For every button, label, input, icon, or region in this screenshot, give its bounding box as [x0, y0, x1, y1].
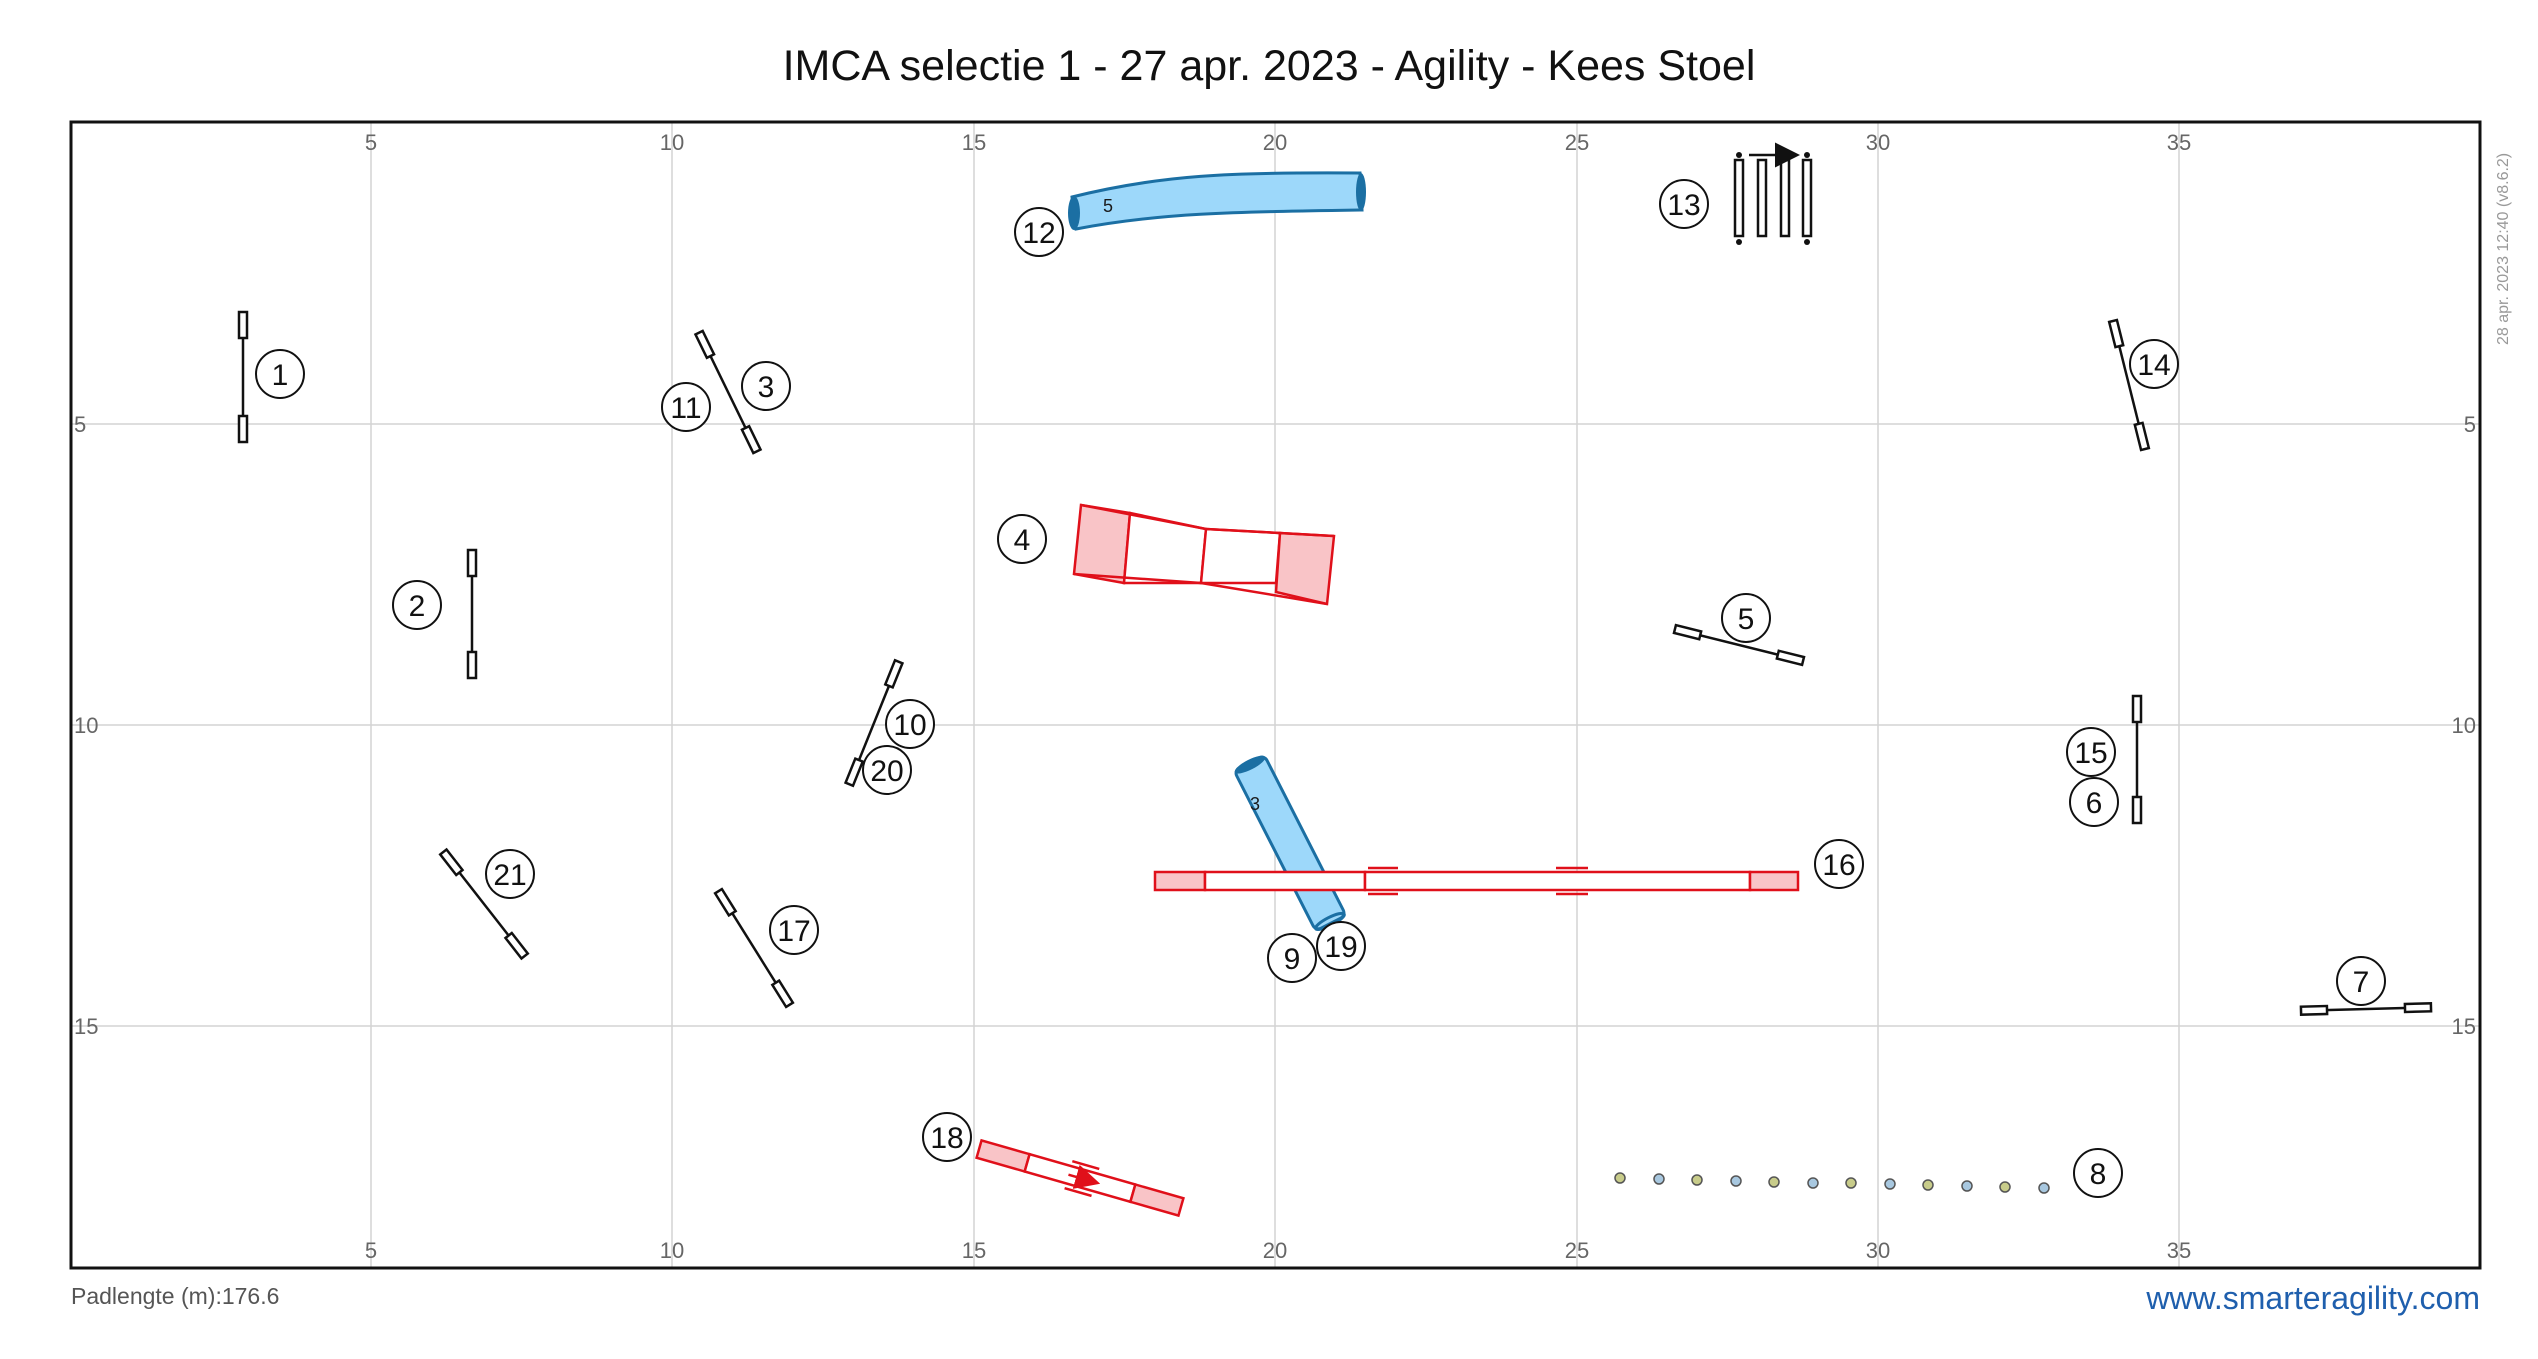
number-16: 16 [1814, 839, 1864, 889]
y-tick-left: 15 [74, 1014, 98, 1039]
jump-1 [237, 310, 249, 444]
y-tick-right: 5 [2464, 412, 2476, 437]
jump-5 [1672, 623, 1806, 667]
svg-text:10: 10 [893, 709, 926, 742]
x-tick-top: 20 [1263, 130, 1287, 155]
svg-text:5: 5 [1738, 603, 1755, 636]
jump-15-6 [2131, 694, 2143, 825]
number-10: 10 [885, 699, 935, 749]
svg-text:16: 16 [1822, 849, 1855, 882]
svg-text:2: 2 [409, 590, 426, 623]
number-11: 11 [661, 382, 711, 432]
number-6: 6 [2069, 777, 2119, 827]
y-tick-left: 10 [74, 713, 98, 738]
svg-text:9: 9 [1284, 943, 1301, 976]
number-1: 1 [255, 349, 305, 399]
x-tick-bottom: 15 [962, 1238, 986, 1263]
jump-21 [438, 847, 530, 961]
svg-text:7: 7 [2353, 966, 2370, 999]
tunnel-curved-length: 5 [1103, 196, 1113, 216]
number-circles: 1 2 3 4 5 6 7 8 9 10 11 12 13 14 15 16 1… [255, 179, 2386, 1198]
tunnel-straight-length: 3 [1250, 794, 1260, 814]
x-tick-top: 5 [365, 130, 377, 155]
y-tick-labels-right: 5 10 15 [2452, 412, 2476, 1039]
y-tick-labels-left: 5 10 15 [74, 412, 98, 1039]
number-12: 12 [1014, 207, 1064, 257]
course-title: IMCA selectie 1 - 27 apr. 2023 - Agility… [783, 42, 1756, 90]
y-tick-left: 5 [74, 412, 86, 437]
ring-frame [69, 120, 2482, 1270]
x-tick-bottom: 10 [660, 1238, 684, 1263]
website-link[interactable]: www.smarteragility.com [2145, 1280, 2480, 1316]
number-4: 4 [997, 514, 1047, 564]
jump-7 [2299, 1002, 2433, 1016]
x-tick-top: 25 [1565, 130, 1589, 155]
weave-poles [1614, 1172, 2050, 1194]
svg-text:3: 3 [758, 371, 775, 404]
number-9: 9 [1267, 933, 1317, 983]
x-tick-bottom: 20 [1263, 1238, 1287, 1263]
long-jump-13 [1733, 142, 1813, 245]
svg-text:20: 20 [870, 755, 903, 788]
grid [71, 123, 2480, 1268]
svg-text:14: 14 [2137, 349, 2170, 382]
svg-text:6: 6 [2086, 787, 2103, 820]
svg-text:17: 17 [777, 915, 810, 948]
svg-text:12: 12 [1022, 217, 1055, 250]
svg-text:13: 13 [1667, 189, 1700, 222]
svg-text:1: 1 [272, 359, 289, 392]
y-tick-right: 15 [2452, 1014, 2476, 1039]
a-frame [1072, 503, 1336, 606]
dog-walk [1153, 866, 1800, 896]
jump-3-11 [693, 329, 763, 455]
number-13: 13 [1659, 179, 1709, 229]
x-tick-bottom: 30 [1866, 1238, 1890, 1263]
x-tick-labels-bottom: 5 10 15 20 25 30 35 [365, 1238, 2191, 1263]
path-length: Padlengte (m):176.6 [71, 1283, 279, 1309]
x-tick-top: 35 [2167, 130, 2191, 155]
jump-10-20 [843, 658, 905, 788]
x-tick-top: 30 [1866, 130, 1890, 155]
svg-text:4: 4 [1014, 524, 1031, 557]
x-tick-top: 10 [660, 130, 684, 155]
svg-text:15: 15 [2074, 737, 2107, 770]
svg-text:21: 21 [493, 859, 526, 892]
x-tick-bottom: 35 [2167, 1238, 2191, 1263]
jump-17 [713, 887, 795, 1009]
number-21: 21 [485, 849, 535, 899]
x-tick-labels-top: 5 10 15 20 25 30 35 [365, 130, 2191, 155]
x-tick-bottom: 25 [1565, 1238, 1589, 1263]
svg-text:8: 8 [2090, 1158, 2107, 1191]
jump-2 [466, 548, 478, 680]
number-18: 18 [922, 1112, 972, 1162]
svg-text:18: 18 [930, 1122, 963, 1155]
number-19: 19 [1316, 921, 1366, 971]
x-tick-top: 15 [962, 130, 986, 155]
number-14: 14 [2129, 339, 2179, 389]
number-8: 8 [2073, 1148, 2123, 1198]
x-tick-bottom: 5 [365, 1238, 377, 1263]
number-2: 2 [392, 580, 442, 630]
y-tick-right: 10 [2452, 713, 2476, 738]
seesaw [975, 1138, 1185, 1218]
number-7: 7 [2336, 956, 2386, 1006]
number-5: 5 [1721, 593, 1771, 643]
svg-text:11: 11 [670, 392, 701, 425]
jump-14 [2107, 318, 2151, 452]
svg-text:19: 19 [1324, 931, 1357, 964]
number-17: 17 [769, 905, 819, 955]
version-stamp: 28 apr. 2023 12:40 (v8.6.2) [2495, 153, 2512, 345]
tunnel-straight [1234, 755, 1346, 931]
number-20: 20 [862, 745, 912, 795]
number-15: 15 [2066, 727, 2116, 777]
tunnel-curved: 5 [1068, 171, 1366, 231]
number-3: 3 [741, 361, 791, 411]
